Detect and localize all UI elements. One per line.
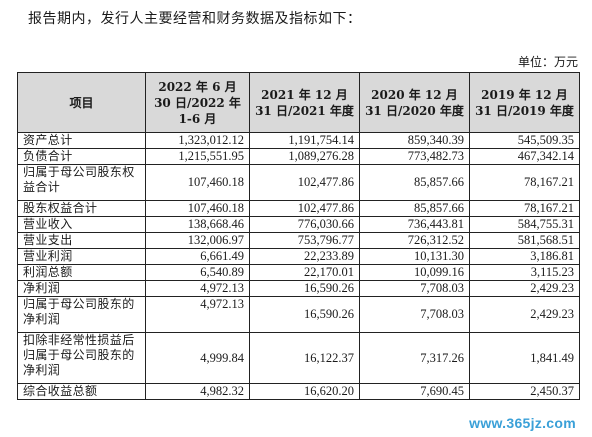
cell-2020: 10,131.30 <box>359 248 470 265</box>
unit-label: 单位：万元 <box>517 55 578 69</box>
row-label: 资产总计 <box>17 132 146 149</box>
cell-2022h1: 107,460.18 <box>145 200 250 217</box>
cell-2021: 102,477.86 <box>249 164 360 201</box>
header-2021: 2021 年 12 月 31 日/2021 年度 <box>249 72 360 133</box>
header-2020: 2020 年 12 月 31 日/2020 年度 <box>359 72 470 133</box>
cell-2022h1: 132,006.97 <box>145 232 250 249</box>
cell-2019: 3,186.81 <box>469 248 580 265</box>
cell-2021: 776,030.66 <box>249 216 360 233</box>
row-label: 综合收益总额 <box>17 383 146 400</box>
table-header-row: 项目 2022 年 6 月 30 日/2022 年 1-6 月 2021 年 1… <box>17 72 580 133</box>
cell-2020: 736,443.81 <box>359 216 470 233</box>
cell-2020: 85,857.66 <box>359 200 470 217</box>
cell-2020: 10,099.16 <box>359 264 470 281</box>
cell-2019: 467,342.14 <box>469 148 580 165</box>
cell-2020: 7,690.45 <box>359 383 470 400</box>
cell-2019: 584,755.31 <box>469 216 580 233</box>
cell-2021: 16,590.26 <box>249 280 360 297</box>
intro-text: 报告期内，发行人主要经营和财务数据及指标如下： <box>28 11 362 27</box>
header-item: 项目 <box>17 72 146 133</box>
cell-2022h1: 107,460.18 <box>145 164 250 201</box>
header-2022h1: 2022 年 6 月 30 日/2022 年 1-6 月 <box>145 72 250 133</box>
cell-2021: 1,191,754.14 <box>249 132 360 149</box>
cell-2019: 545,509.35 <box>469 132 580 149</box>
table-row: 净利润 4,972.13 16,590.26 7,708.03 2,429.23 <box>17 280 580 297</box>
cell-2021: 16,590.26 <box>249 296 360 333</box>
cell-2020: 7,708.03 <box>359 280 470 297</box>
row-label: 净利润 <box>17 280 146 297</box>
cell-2019: 3,115.23 <box>469 264 580 281</box>
row-label: 营业利润 <box>17 248 146 265</box>
cell-2021: 102,477.86 <box>249 200 360 217</box>
table-row: 利润总额 6,540.89 22,170.01 10,099.16 3,115.… <box>17 264 580 281</box>
row-label: 扣除非经常性损益后归属于母公司股东的净利润 <box>17 332 146 384</box>
row-label: 营业支出 <box>17 232 146 249</box>
table-row: 营业利润 6,661.49 22,233.89 10,131.30 3,186.… <box>17 248 580 265</box>
table-row: 营业支出 132,006.97 753,796.77 726,312.52 58… <box>17 232 580 249</box>
financial-data-table: 项目 2022 年 6 月 30 日/2022 年 1-6 月 2021 年 1… <box>17 72 580 400</box>
cell-2021: 22,233.89 <box>249 248 360 265</box>
cell-2019: 581,568.51 <box>469 232 580 249</box>
row-label: 股东权益合计 <box>17 200 146 217</box>
cell-2019: 78,167.21 <box>469 164 580 201</box>
cell-2021: 1,089,276.28 <box>249 148 360 165</box>
cell-2021: 16,620.20 <box>249 383 360 400</box>
row-label: 归属于母公司股东权益合计 <box>17 164 146 201</box>
cell-2020: 773,482.73 <box>359 148 470 165</box>
cell-2022h1: 6,540.89 <box>145 264 250 281</box>
cell-2022h1: 4,999.84 <box>145 332 250 384</box>
row-label: 营业收入 <box>17 216 146 233</box>
cell-2019: 2,450.37 <box>469 383 580 400</box>
table-row: 负债合计 1,215,551.95 1,089,276.28 773,482.7… <box>17 148 580 165</box>
table-row: 扣除非经常性损益后归属于母公司股东的净利润 4,999.84 16,122.37… <box>17 332 580 384</box>
cell-2022h1: 4,982.32 <box>145 383 250 400</box>
table-row: 归属于母公司股东的净利润 4,972.13 16,590.26 7,708.03… <box>17 296 580 333</box>
table-row: 归属于母公司股东权益合计 107,460.18 102,477.86 85,85… <box>17 164 580 201</box>
cell-2021: 753,796.77 <box>249 232 360 249</box>
cell-2022h1: 4,972.13 <box>145 280 250 297</box>
cell-2020: 7,317.26 <box>359 332 470 384</box>
cell-2021: 22,170.01 <box>249 264 360 281</box>
cell-2022h1: 4,972.13 <box>145 296 250 333</box>
cell-2020: 7,708.03 <box>359 296 470 333</box>
cell-2019: 2,429.23 <box>469 280 580 297</box>
cell-2019: 78,167.21 <box>469 200 580 217</box>
cell-2022h1: 1,323,012.12 <box>145 132 250 149</box>
cell-2019: 2,429.23 <box>469 296 580 333</box>
table-row: 资产总计 1,323,012.12 1,191,754.14 859,340.3… <box>17 132 580 149</box>
row-label: 负债合计 <box>17 148 146 165</box>
cell-2022h1: 6,661.49 <box>145 248 250 265</box>
row-label: 归属于母公司股东的净利润 <box>17 296 146 333</box>
cell-2020: 85,857.66 <box>359 164 470 201</box>
cell-2020: 726,312.52 <box>359 232 470 249</box>
row-label: 利润总额 <box>17 264 146 281</box>
cell-2021: 16,122.37 <box>249 332 360 384</box>
header-2019: 2019 年 12 月 31 日/2019 年度 <box>469 72 580 133</box>
table-row: 营业收入 138,668.46 776,030.66 736,443.81 58… <box>17 216 580 233</box>
table-row: 综合收益总额 4,982.32 16,620.20 7,690.45 2,450… <box>17 383 580 400</box>
watermark: www.365jz.com <box>469 415 576 431</box>
cell-2020: 859,340.39 <box>359 132 470 149</box>
table-row: 股东权益合计 107,460.18 102,477.86 85,857.66 7… <box>17 200 580 217</box>
cell-2019: 1,841.49 <box>469 332 580 384</box>
cell-2022h1: 138,668.46 <box>145 216 250 233</box>
cell-2022h1: 1,215,551.95 <box>145 148 250 165</box>
